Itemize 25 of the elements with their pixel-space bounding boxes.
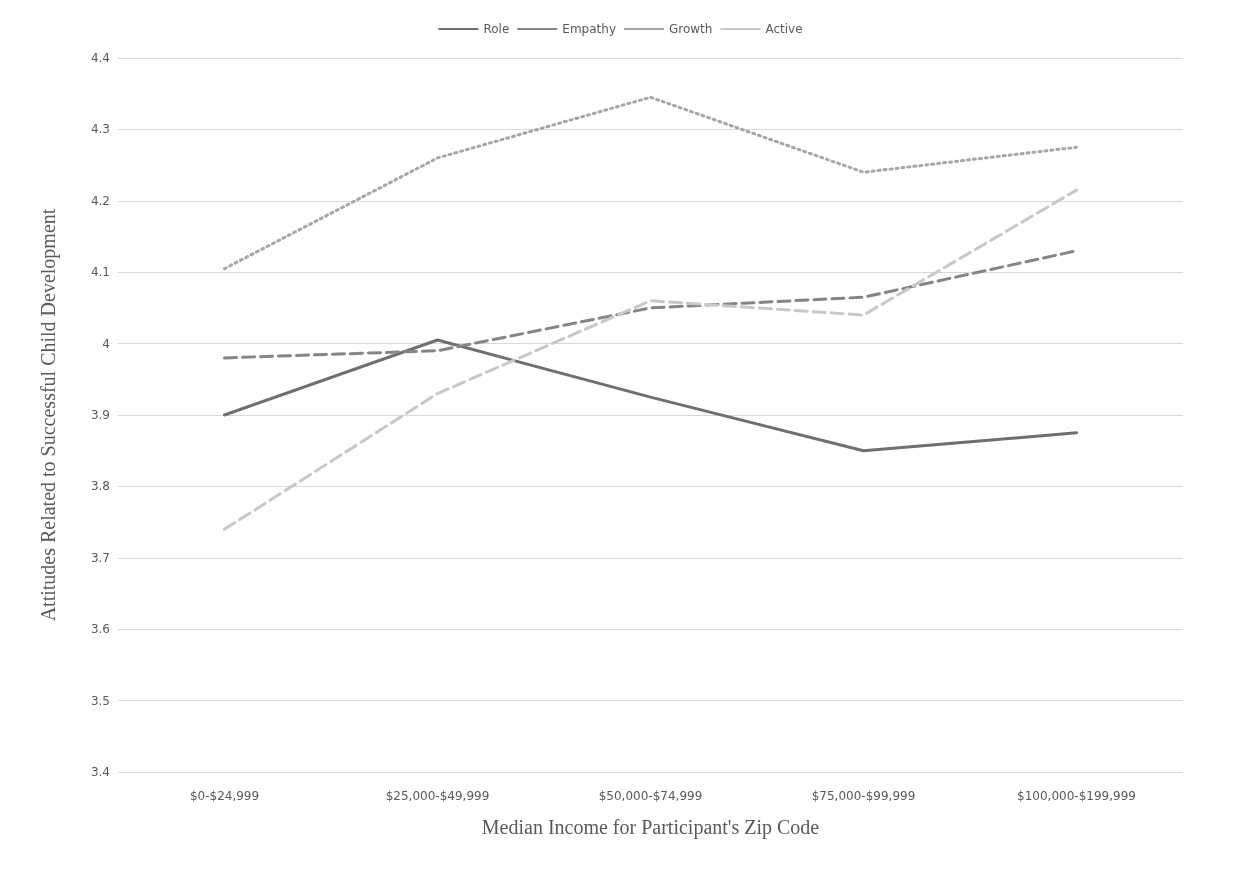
y-tick-label: 3.9 [90,408,110,422]
y-tick-label: 3.7 [90,550,110,565]
legend-label: Active [765,22,803,36]
legend-label: Empathy [562,22,616,36]
y-tick-label: 3.5 [90,693,110,708]
y-tick-label: 4.4 [90,51,110,65]
x-tick-label: $100,000-$199,999 [1017,789,1136,803]
line-series [223,338,1078,453]
x-axis-title: Median Income for Participant's Zip Code [481,816,820,839]
line-series [223,95,1078,271]
line-series [223,188,1078,531]
legend-label: Growth [668,22,713,36]
x-tick-label: $25,000-$49,999 [385,789,490,803]
x-tick-label: $50,000-$74,999 [598,789,703,803]
y-tick-label: 4.3 [90,122,110,137]
x-tick-label: $75,000-$99,999 [811,789,916,803]
y-tick-label: 3.6 [90,622,110,637]
y-tick-label: 4 [102,336,110,351]
y-tick-label: 3.8 [90,479,110,494]
y-tick-label: 3.4 [90,765,110,779]
y-tick-label: 4.2 [90,193,110,208]
y-axis-title: Attitudes Related to Successful Child Development [37,208,60,622]
legend-label: Role [483,22,510,36]
y-tick-label: 4.1 [90,265,110,280]
x-tick-label: $0-$24,999 [189,789,260,803]
